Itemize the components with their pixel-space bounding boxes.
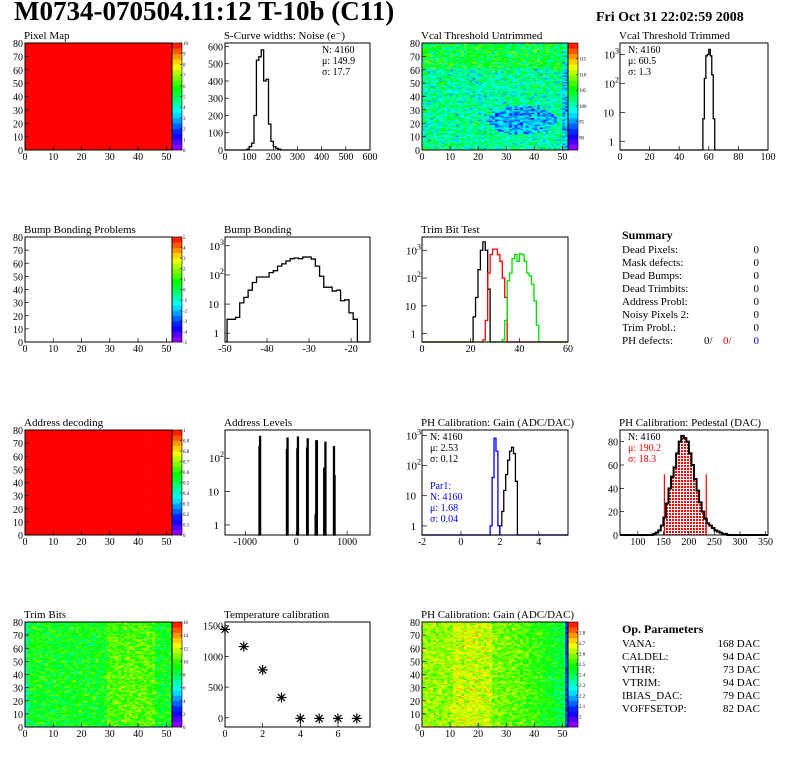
- chart-panel: 0123456789100 10 20 30 40 5001020304050607080: [13, 39, 189, 163]
